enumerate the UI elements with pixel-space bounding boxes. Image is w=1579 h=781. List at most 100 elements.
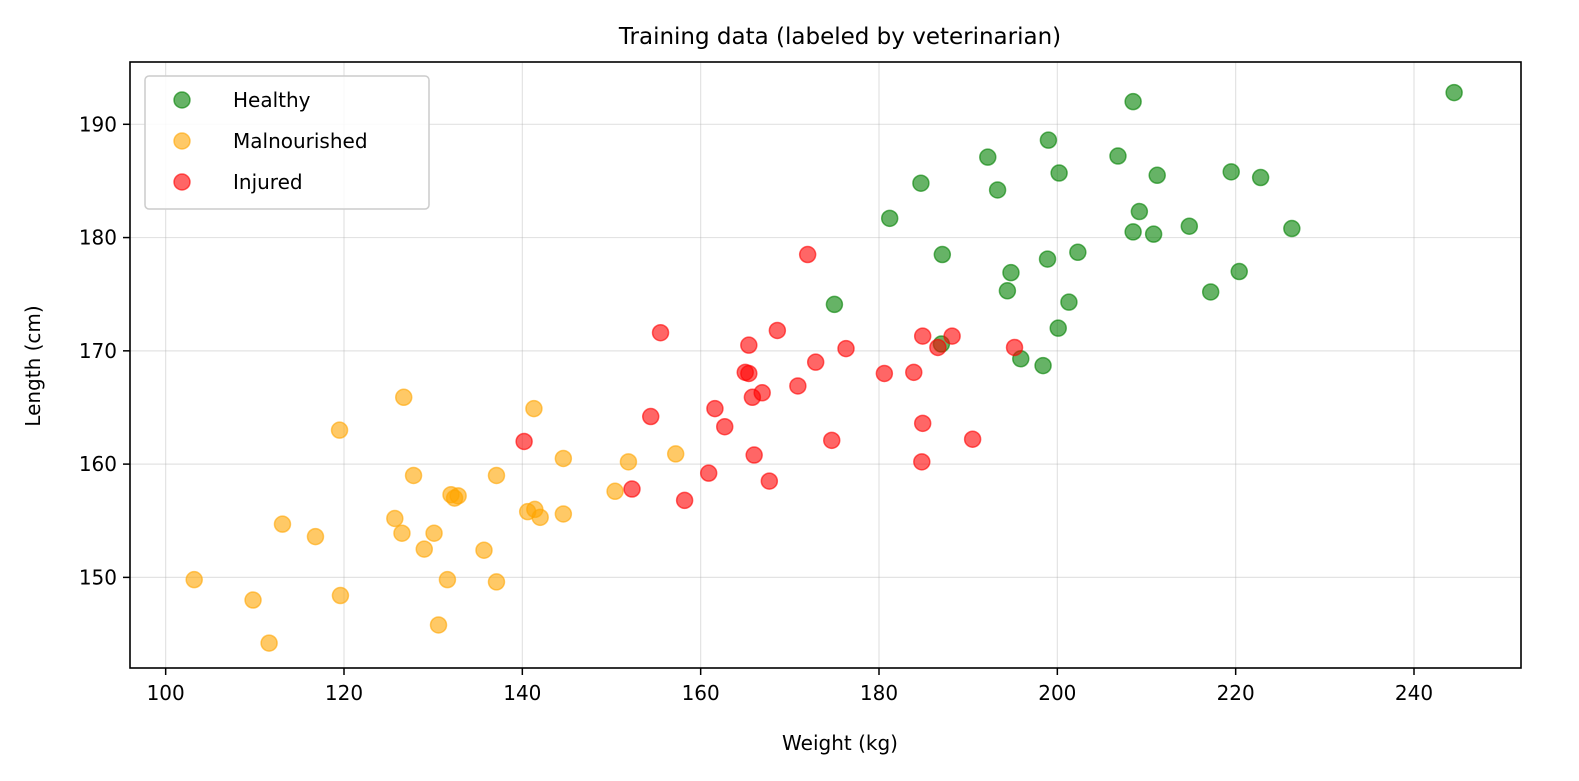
point-malnourished <box>185 570 203 589</box>
point-healthy <box>880 209 899 228</box>
point-injured <box>651 323 670 342</box>
legend-label-healthy: Healthy <box>233 88 311 112</box>
point-injured <box>929 338 947 357</box>
point-injured <box>760 472 779 490</box>
point-injured <box>740 336 758 354</box>
point-injured <box>743 388 762 407</box>
point-healthy <box>825 295 844 314</box>
point-malnourished <box>606 482 624 501</box>
point-healthy <box>1060 293 1078 311</box>
point-malnourished <box>525 399 543 418</box>
point-malnourished <box>531 508 549 527</box>
point-healthy <box>998 282 1017 300</box>
point-healthy <box>1251 168 1270 187</box>
point-healthy <box>1445 83 1463 102</box>
x-tick-label: 160 <box>682 681 720 705</box>
x-tick-label: 100 <box>147 681 185 705</box>
legend: Healthy Malnourished Injured <box>144 75 430 210</box>
point-injured <box>822 431 841 450</box>
point-healthy <box>1130 202 1149 221</box>
point-injured <box>905 363 923 382</box>
point-injured <box>699 464 718 482</box>
point-healthy <box>1222 163 1240 181</box>
point-malnourished <box>619 453 638 471</box>
point-healthy <box>1002 263 1020 282</box>
point-malnourished <box>429 616 448 634</box>
point-healthy <box>1049 319 1067 337</box>
point-malnourished <box>415 540 433 558</box>
point-injured <box>913 453 931 471</box>
point-injured <box>623 480 641 498</box>
point-healthy <box>1148 166 1166 185</box>
legend-marker-healthy <box>173 91 191 109</box>
x-tick-label: 200 <box>1038 681 1076 705</box>
point-malnourished <box>425 524 443 542</box>
legend-label-injured: Injured <box>233 170 303 194</box>
point-healthy <box>1124 92 1142 111</box>
grid <box>130 62 1521 668</box>
point-malnourished <box>404 466 423 485</box>
point-healthy <box>1038 250 1057 268</box>
point-malnourished <box>475 541 493 559</box>
y-tick-label: 150 <box>79 565 117 589</box>
point-healthy <box>1039 131 1058 149</box>
point-injured <box>806 353 825 371</box>
point-injured <box>789 377 807 395</box>
point-healthy <box>1180 217 1199 235</box>
point-malnourished <box>554 449 573 468</box>
point-malnourished <box>487 573 506 591</box>
x-tick-label: 180 <box>860 681 898 705</box>
point-healthy <box>933 245 952 264</box>
point-malnourished <box>487 466 506 485</box>
y-tick-label: 170 <box>79 339 117 363</box>
point-healthy <box>1144 225 1163 243</box>
point-healthy <box>1109 147 1127 165</box>
point-malnourished <box>445 489 464 507</box>
point-injured <box>740 364 758 383</box>
y-tick-label: 180 <box>79 226 117 250</box>
point-malnourished <box>393 524 411 542</box>
point-injured <box>963 430 982 448</box>
point-malnourished <box>394 388 413 407</box>
y-axis-label: Length (cm) <box>21 305 45 426</box>
point-healthy <box>979 148 997 166</box>
plot-frame <box>129 61 1522 669</box>
point-malnourished <box>306 527 325 546</box>
point-healthy <box>1069 243 1087 262</box>
point-injured <box>943 327 961 345</box>
point-healthy <box>912 174 930 192</box>
point-injured <box>715 417 734 436</box>
y-tick-label: 160 <box>79 452 117 476</box>
x-tick-label: 240 <box>1395 681 1433 705</box>
y-tick-label: 190 <box>79 112 117 136</box>
point-injured <box>515 432 533 451</box>
point-malnourished <box>331 586 350 605</box>
point-malnourished <box>386 509 404 528</box>
legend-label-malnourished: Malnourished <box>233 129 368 153</box>
x-axis-label: Weight (kg) <box>782 731 898 755</box>
point-injured <box>641 407 660 426</box>
point-malnourished <box>666 445 685 463</box>
point-malnourished <box>273 515 292 533</box>
point-injured <box>706 399 724 418</box>
point-injured <box>875 364 894 383</box>
point-healthy <box>1124 223 1142 241</box>
point-malnourished <box>554 505 573 523</box>
point-malnourished <box>438 570 457 589</box>
point-malnourished <box>244 591 262 609</box>
data-points <box>185 83 1463 652</box>
point-injured <box>1005 338 1024 357</box>
point-injured <box>837 339 855 358</box>
x-tick-label: 120 <box>325 681 363 705</box>
point-injured <box>913 414 932 433</box>
point-injured <box>768 321 787 340</box>
legend-box <box>144 75 430 210</box>
point-healthy <box>1201 283 1220 301</box>
legend-marker-malnourished <box>173 132 191 150</box>
point-injured <box>675 491 694 510</box>
legend-marker-injured <box>173 173 191 191</box>
point-injured <box>798 245 817 264</box>
axis-ticks: 100 120 140 160 180 200 220 240 150 160 170 180 190 <box>79 112 1433 705</box>
point-healthy <box>1034 356 1052 375</box>
